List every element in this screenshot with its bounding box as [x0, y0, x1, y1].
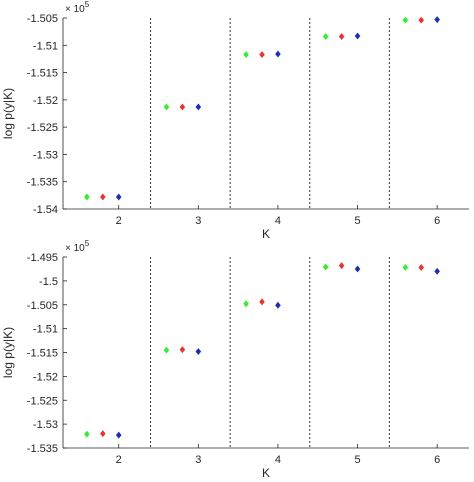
y-tick-label: -1.505 [27, 300, 58, 312]
data-point [195, 103, 202, 111]
x-tick-label: 5 [354, 454, 360, 466]
y-tick-label: -1.525 [27, 122, 58, 134]
data-point [402, 264, 409, 271]
data-point [84, 193, 90, 201]
data-point [402, 16, 409, 24]
data-point [322, 33, 329, 41]
data-point [84, 430, 90, 438]
data-point [179, 346, 186, 354]
data-point [434, 267, 440, 275]
chart-panel-1: -1.54 -1.535 -1.53 -1.525 -1.52 -1.515 -1.51 -1… [1, 0, 469, 241]
data-point [418, 264, 425, 271]
y-tick-label: -1.53 [33, 419, 58, 431]
data-point [195, 348, 202, 356]
data-point [115, 431, 122, 439]
data-point [338, 33, 345, 41]
y-tick-label: -1.505 [27, 13, 58, 25]
chart-panel-2: -1.535-1.53-1.525-1.52-1.515-1.51-1.505-… [1, 239, 469, 480]
x-axis-label: K [262, 466, 270, 480]
x-tick-label: 6 [434, 454, 440, 466]
data-point [275, 50, 281, 58]
data-point [322, 263, 329, 271]
x-tick-label: 2 [116, 215, 122, 227]
y-axis-label: log p(y|K) [1, 327, 15, 378]
y-tick-label: -1.525 [27, 395, 58, 407]
x-tick-label: 3 [195, 454, 201, 466]
data-point [354, 32, 361, 40]
x-tick-label: 4 [275, 215, 281, 227]
data-point [354, 265, 361, 273]
x-tick-label: 6 [434, 215, 440, 227]
x-tick-label: 5 [354, 215, 360, 227]
data-point [275, 301, 281, 309]
data-point [163, 346, 170, 354]
y-tick-label: -1.535 [27, 177, 58, 189]
y-tick-label: -1.52 [33, 95, 58, 107]
y-axis-label: log p(y|K) [1, 88, 15, 139]
data-point [100, 193, 106, 201]
data-point [179, 103, 186, 111]
data-point [259, 298, 265, 306]
y-tick-label: -1.515 [27, 68, 58, 80]
data-point [418, 16, 425, 24]
data-point [115, 193, 122, 201]
y-tick-label: -1.5 [39, 276, 58, 288]
y-tick-label: -1.51 [33, 324, 58, 336]
exponent-power: 5 [85, 239, 90, 248]
data-point [259, 51, 265, 59]
y-tick-label: -1.495 [27, 252, 58, 264]
exponent-label: × 105 [65, 0, 90, 15]
data-point [163, 103, 170, 111]
x-tick-label: 2 [116, 454, 122, 466]
data-point [243, 300, 249, 308]
data-point [243, 51, 249, 59]
y-tick-label: -1.51 [33, 40, 58, 52]
y-tick-label: -1.54 [33, 204, 58, 216]
exponent-label: × 105 [65, 239, 90, 254]
x-axis-label: K [262, 227, 270, 241]
exponent-power: 5 [85, 0, 90, 9]
y-tick-label: -1.535 [27, 443, 58, 455]
data-point [434, 16, 440, 24]
y-tick-label: -1.53 [33, 149, 58, 161]
y-tick-label: -1.515 [27, 348, 58, 360]
data-point [100, 430, 106, 438]
data-point [338, 262, 345, 270]
y-tick-label: -1.52 [33, 371, 58, 383]
x-tick-label: 3 [195, 215, 201, 227]
x-tick-label: 4 [275, 454, 281, 466]
